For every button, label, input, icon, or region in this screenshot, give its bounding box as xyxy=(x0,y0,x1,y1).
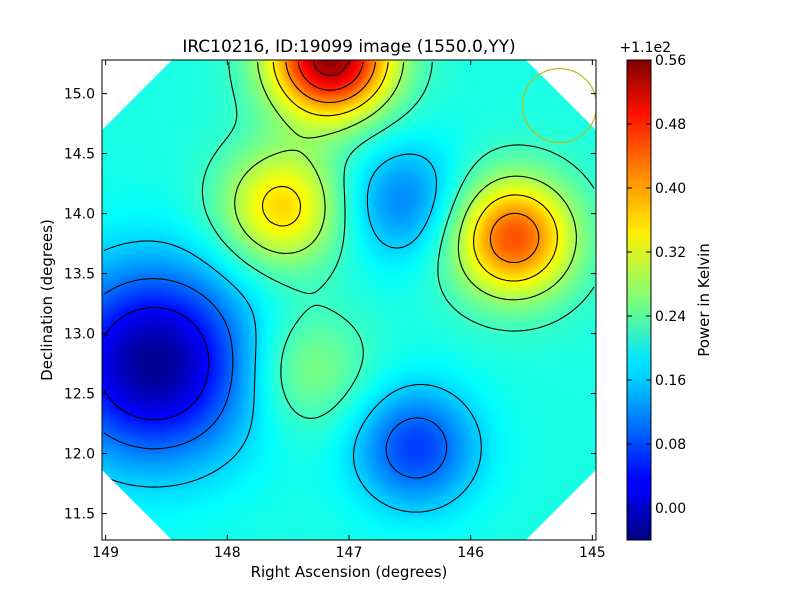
heatmap-image xyxy=(102,60,596,540)
colorbar-tick-label: 0.00 xyxy=(655,501,686,517)
x-tick-label: 147 xyxy=(336,545,363,561)
colorbar-tick-label: 0.32 xyxy=(655,245,686,261)
y-tick-label: 14.5 xyxy=(64,147,95,163)
contour-level xyxy=(297,61,364,91)
colorbar: 0.000.080.160.240.320.400.480.56 +1.1e2 … xyxy=(619,40,713,541)
x-tick-label: 146 xyxy=(457,545,484,561)
y-axis-ticks: 11.5 12.0 12.5 13.0 13.5 14.0 14.5 15.0 xyxy=(64,87,596,523)
x-axis-label: Right Ascension (degrees) xyxy=(251,563,448,581)
chart-title: IRC10216, ID:19099 image (1550.0,YY) xyxy=(182,37,515,57)
contour-lines xyxy=(103,61,595,513)
x-tick-label: 149 xyxy=(92,545,119,561)
y-tick-label: 13.5 xyxy=(64,267,95,283)
contour-level xyxy=(103,278,448,479)
colorbar-tick-label: 0.16 xyxy=(655,373,686,389)
beam-circle xyxy=(521,68,596,144)
x-tick-label: 145 xyxy=(579,545,606,561)
y-tick-label: 11.5 xyxy=(64,507,95,523)
colorbar-tick-label: 0.24 xyxy=(655,309,686,325)
contour-level xyxy=(234,61,577,301)
x-axis-ticks: 149 148 147 146 145 xyxy=(92,60,606,561)
contour-level xyxy=(285,61,540,264)
colorbar-ticks: 0.00 0.08 0.16 0.24 0.32 0.40 0.48 0.56 xyxy=(627,53,686,517)
plot-area: 149 148 147 146 145 11.5 12.0 12.5 13.0 13.5 14.0… xyxy=(64,59,606,561)
colorbar-offset-label: +1.1e2 xyxy=(619,40,671,56)
y-tick-label: 12.0 xyxy=(64,447,95,463)
contour-level xyxy=(103,306,210,421)
y-tick-label: 15.0 xyxy=(64,87,95,103)
colorbar-tick-label: 0.56 xyxy=(655,53,686,69)
contour-level xyxy=(261,61,558,282)
colorbar-tick-label: 0.48 xyxy=(655,117,686,133)
colorbar-gradient xyxy=(626,59,652,541)
x-tick-label: 148 xyxy=(214,545,241,561)
contour-level xyxy=(201,61,595,419)
y-tick-label: 13.0 xyxy=(64,327,95,343)
y-tick-label: 12.5 xyxy=(64,387,95,403)
colorbar-tick-label: 0.40 xyxy=(655,181,686,197)
contour-level xyxy=(103,153,482,513)
y-axis-label: Declination (degrees) xyxy=(38,219,56,381)
colorbar-label: Power in Kelvin xyxy=(695,243,713,357)
contour-level xyxy=(312,61,349,76)
y-tick-label: 14.0 xyxy=(64,207,95,223)
colorbar-tick-label: 0.08 xyxy=(655,437,686,453)
